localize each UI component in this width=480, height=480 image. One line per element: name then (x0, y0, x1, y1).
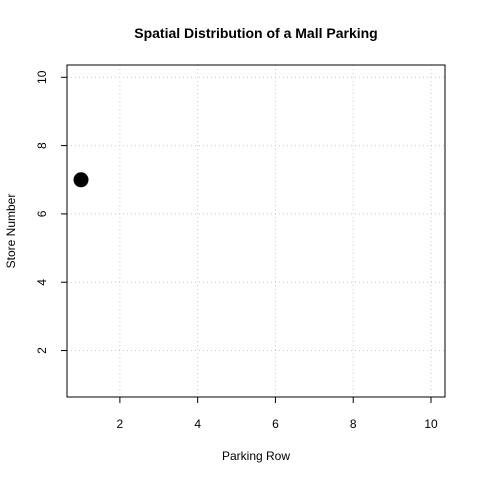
plot-frame (66, 64, 446, 398)
x-tick-label: 8 (350, 417, 357, 431)
y-tick-label: 10 (35, 70, 49, 84)
y-axis: 2 4 6 8 10 (35, 70, 67, 354)
x-tick-label: 6 (272, 417, 279, 431)
grid (67, 65, 445, 397)
data-point (73, 172, 89, 188)
x-axis: 2 4 6 8 10 (117, 397, 438, 431)
y-tick-label: 6 (35, 210, 49, 217)
data-points (73, 172, 89, 188)
chart-title: Spatial Distribution of a Mall Parking (134, 25, 377, 41)
y-tick-label: 2 (35, 347, 49, 354)
x-axis-label: Parking Row (222, 449, 290, 463)
y-tick-label: 4 (35, 279, 49, 286)
y-tick-label: 8 (35, 142, 49, 149)
x-tick-label: 2 (117, 417, 124, 431)
x-tick-label: 10 (424, 417, 438, 431)
x-tick-label: 4 (194, 417, 201, 431)
y-axis-label: Store Number (4, 194, 18, 269)
